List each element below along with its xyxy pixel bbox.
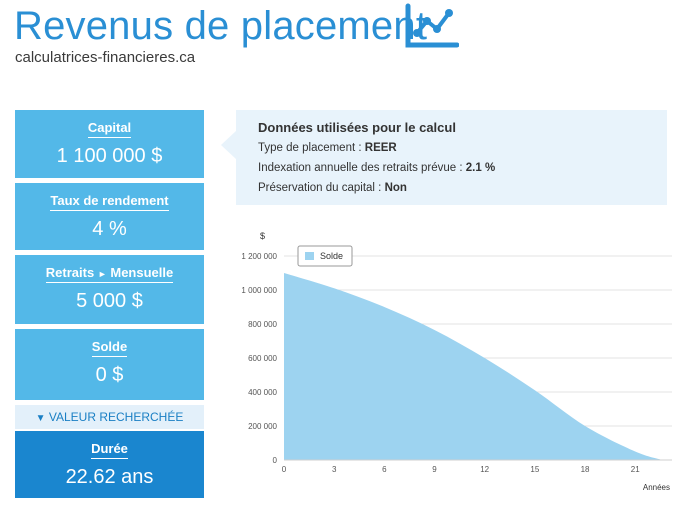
y-tick-label: 800 000 bbox=[248, 320, 277, 329]
x-tick-label: 21 bbox=[631, 465, 640, 474]
capital-value: 1 100 000 $ bbox=[56, 145, 163, 167]
capital-label: Capital bbox=[87, 120, 132, 138]
duration-label: Durée bbox=[91, 441, 128, 459]
withdrawals-label: Retraits ► Mensuelle bbox=[45, 265, 174, 283]
balance-value: 0 $ bbox=[95, 364, 124, 386]
balance-chart: 0 200 000 400 000 600 000 800 000 1 000 000 1 … bbox=[241, 231, 672, 492]
y-tick-label: 400 000 bbox=[248, 388, 277, 397]
triangle-down-icon: ▼ bbox=[35, 413, 46, 424]
y-axis-label: $ bbox=[260, 231, 265, 241]
info-title: Données utilisées pour le calcul bbox=[258, 120, 456, 135]
y-tick-label: 200 000 bbox=[248, 422, 277, 431]
legend-label: Solde bbox=[320, 251, 343, 261]
legend-box bbox=[297, 245, 353, 267]
x-tick-label: 0 bbox=[282, 465, 287, 474]
rate-value: 4 % bbox=[92, 218, 127, 240]
x-tick-label: 12 bbox=[480, 465, 489, 474]
sought-value-banner: ▼ VALEUR RECHERCHÉE bbox=[15, 405, 204, 429]
capital-card[interactable]: Capital 1 100 000 $ bbox=[15, 110, 204, 178]
balance-area bbox=[284, 273, 663, 460]
x-tick-label: 6 bbox=[382, 465, 387, 474]
withdrawals-card[interactable]: Retraits ► Mensuelle 5 000 $ bbox=[15, 255, 204, 324]
info-row-indexation: Indexation annuelle des retraits prévue … bbox=[258, 162, 496, 174]
rate-label: Taux de rendement bbox=[50, 193, 169, 211]
y-tick-label: 0 bbox=[273, 456, 278, 465]
site-name: calculatrices-financieres.ca bbox=[15, 49, 196, 66]
frequency-label[interactable]: Mensuelle bbox=[110, 265, 174, 280]
x-tick-label: 9 bbox=[432, 465, 437, 474]
balance-card[interactable]: Solde 0 $ bbox=[15, 329, 204, 400]
legend-swatch bbox=[305, 252, 314, 260]
line-chart-icon bbox=[405, 3, 459, 48]
info-row-preservation: Préservation du capital : Non bbox=[258, 182, 407, 194]
y-tick-label: 600 000 bbox=[248, 354, 277, 363]
balance-label: Solde bbox=[91, 339, 128, 357]
calc-info-panel: Données utilisées pour le calcul Type de… bbox=[236, 110, 667, 205]
y-tick-label: 1 000 000 bbox=[241, 286, 277, 295]
x-tick-label: 18 bbox=[581, 465, 590, 474]
x-tick-label: 15 bbox=[530, 465, 539, 474]
duration-value: 22.62 ans bbox=[65, 466, 154, 488]
x-tick-label: 3 bbox=[332, 465, 337, 474]
play-right-icon: ► bbox=[97, 269, 107, 279]
withdrawals-value: 5 000 $ bbox=[76, 290, 143, 312]
page-title: Revenus de placement bbox=[14, 4, 428, 48]
duration-card[interactable]: Durée 22.62 ans bbox=[15, 431, 204, 498]
info-pointer bbox=[221, 131, 236, 159]
y-tick-label: 1 200 000 bbox=[241, 252, 277, 261]
x-axis-label: Années bbox=[643, 483, 670, 492]
info-row-type: Type de placement : REER bbox=[258, 142, 397, 154]
rate-card[interactable]: Taux de rendement 4 % bbox=[15, 183, 204, 250]
